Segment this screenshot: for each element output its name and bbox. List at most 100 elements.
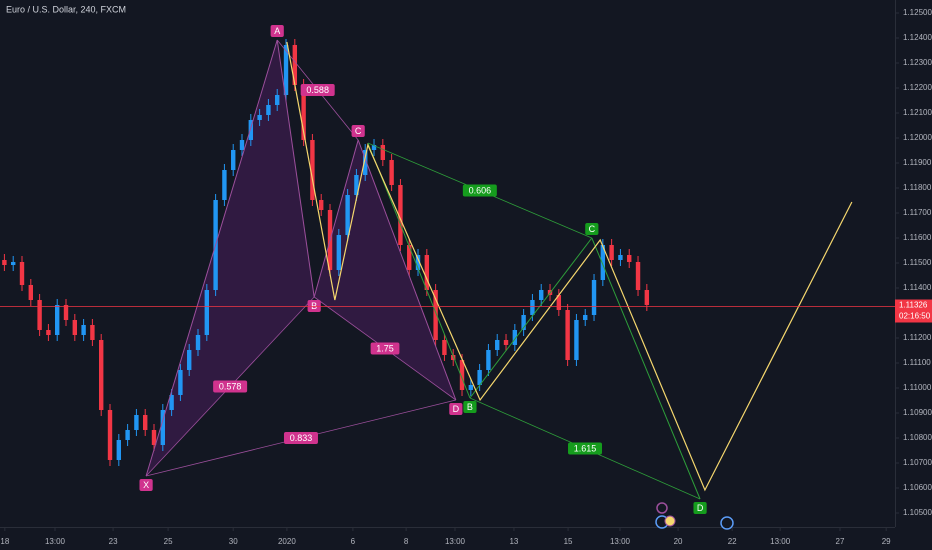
event-icon[interactable] xyxy=(664,515,676,527)
candle-body xyxy=(459,360,465,390)
x-tick-label: 2020 xyxy=(278,537,296,546)
point-label-box xyxy=(351,125,365,137)
pattern-leg xyxy=(313,139,359,298)
y-tick-label: 1.11600 xyxy=(903,233,932,242)
candle-body xyxy=(442,340,447,355)
candle-body xyxy=(248,120,254,140)
x-tick-label: 15 xyxy=(564,537,573,546)
point-label-box xyxy=(693,502,707,514)
candle-body xyxy=(521,315,526,330)
candle-body xyxy=(90,325,95,340)
candle-body xyxy=(627,255,632,262)
candle-body xyxy=(134,415,139,430)
pattern-lines xyxy=(145,39,853,500)
candle-body xyxy=(19,262,25,285)
ratio-label: 1.615 xyxy=(574,443,597,453)
candle-body xyxy=(257,115,262,120)
x-tick-label: 22 xyxy=(728,537,737,546)
candle-body xyxy=(354,175,359,195)
candle-body xyxy=(292,45,298,85)
candle-body xyxy=(644,290,650,305)
candle-body xyxy=(160,410,166,445)
ratio-label-box xyxy=(283,432,318,444)
candle-body xyxy=(495,340,500,350)
candle-body xyxy=(55,305,60,335)
candle-body xyxy=(99,340,104,410)
candle-body xyxy=(143,415,148,430)
point-label: D xyxy=(453,404,460,414)
candle-body xyxy=(169,395,174,410)
candle-body xyxy=(389,160,394,185)
candle-body xyxy=(583,315,588,320)
ratio-label: 0.606 xyxy=(469,185,492,195)
y-tick-label: 1.11500 xyxy=(903,258,932,267)
candle-body xyxy=(2,260,7,265)
candle-body xyxy=(195,335,201,350)
candle-body xyxy=(407,245,412,270)
y-tick-label: 1.12300 xyxy=(903,58,932,67)
candle-body xyxy=(380,145,386,160)
last-price-label: 1.11326 xyxy=(899,301,928,310)
y-tick-label: 1.11200 xyxy=(903,333,932,342)
candle-body xyxy=(46,330,51,335)
point-label: B xyxy=(311,301,317,311)
point-label-box xyxy=(585,223,599,235)
candle-body xyxy=(151,430,157,445)
last-price-box xyxy=(895,299,932,323)
candle-body xyxy=(398,185,403,245)
x-tick-label: 25 xyxy=(164,537,173,546)
ratio-label-box xyxy=(568,442,603,455)
ratio-label: 1.75 xyxy=(376,343,394,353)
candle-body xyxy=(591,280,597,315)
y-tick-label: 1.10600 xyxy=(903,483,932,492)
candle-body xyxy=(635,262,641,290)
candle-body xyxy=(609,245,614,260)
candle-body xyxy=(116,440,122,460)
x-tick-label: 30 xyxy=(229,537,238,546)
x-tick-label: 13:00 xyxy=(610,537,631,546)
event-icons[interactable] xyxy=(655,502,734,530)
point-label: D xyxy=(697,503,704,513)
candle-body xyxy=(424,255,430,290)
candle-body xyxy=(266,105,271,115)
y-tick-label: 1.12500 xyxy=(903,8,932,17)
candle-body xyxy=(178,370,183,395)
y-tick-label: 1.12400 xyxy=(903,33,932,42)
event-icon[interactable] xyxy=(720,516,734,530)
x-tick-label: 18 xyxy=(0,537,9,546)
candle-body xyxy=(231,150,236,170)
candle-body xyxy=(503,340,509,345)
candle-body xyxy=(618,255,623,260)
candle-body xyxy=(310,140,315,200)
candle-body xyxy=(107,410,113,460)
y-tick-label: 1.10500 xyxy=(903,508,932,517)
candle-body xyxy=(81,325,86,335)
x-tick-label: 13:00 xyxy=(45,537,66,546)
candle-body xyxy=(556,295,562,310)
y-tick-label: 1.11000 xyxy=(903,383,932,392)
x-tick-label: 13:00 xyxy=(445,537,466,546)
y-tick-label: 1.10900 xyxy=(903,408,932,417)
chart-title: Euro / U.S. Dollar, 240, FXCM xyxy=(6,4,126,14)
point-label-box xyxy=(449,403,463,415)
x-tick-label: 23 xyxy=(109,537,118,546)
point-label: C xyxy=(589,224,596,234)
candle-body xyxy=(433,290,438,340)
candle-body xyxy=(574,320,579,360)
point-label-box xyxy=(139,479,153,491)
y-tick-label: 1.10700 xyxy=(903,458,932,467)
candle-body xyxy=(336,235,342,270)
x-tick-label: 8 xyxy=(404,537,409,546)
ratio-label: 0.578 xyxy=(219,381,242,391)
candle-body xyxy=(477,370,482,385)
point-label: C xyxy=(355,126,362,136)
event-icon[interactable] xyxy=(656,502,668,514)
point-label: X xyxy=(143,480,149,490)
candle-body xyxy=(468,385,474,390)
pattern-leg xyxy=(357,139,457,401)
candle-body xyxy=(565,310,570,360)
candle-body xyxy=(600,245,606,280)
ratio-label-box xyxy=(300,84,335,96)
y-tick-label: 1.11100 xyxy=(903,358,931,367)
